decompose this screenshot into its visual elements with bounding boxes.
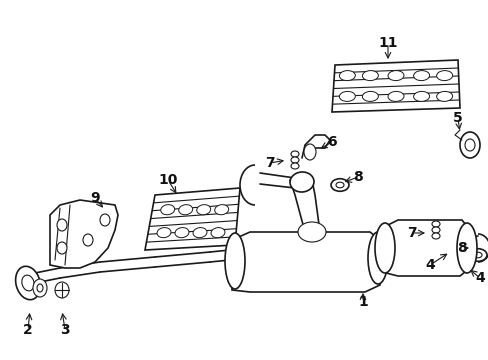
Ellipse shape <box>302 260 317 276</box>
Ellipse shape <box>305 264 333 280</box>
Ellipse shape <box>57 219 67 231</box>
Ellipse shape <box>55 282 69 298</box>
Ellipse shape <box>285 264 313 280</box>
Ellipse shape <box>16 266 41 300</box>
Ellipse shape <box>290 163 298 169</box>
Ellipse shape <box>339 71 355 81</box>
Ellipse shape <box>436 91 452 102</box>
Ellipse shape <box>387 71 403 81</box>
Ellipse shape <box>468 249 486 261</box>
Text: 7: 7 <box>407 226 416 240</box>
Ellipse shape <box>431 227 439 233</box>
Ellipse shape <box>57 242 67 254</box>
Text: 1: 1 <box>357 295 367 309</box>
Ellipse shape <box>367 232 387 284</box>
Text: 3: 3 <box>60 323 70 337</box>
Polygon shape <box>331 60 459 112</box>
Ellipse shape <box>387 91 403 102</box>
Ellipse shape <box>193 228 206 238</box>
Ellipse shape <box>289 172 313 192</box>
Ellipse shape <box>179 204 192 215</box>
Ellipse shape <box>443 237 459 253</box>
Ellipse shape <box>306 265 312 271</box>
Ellipse shape <box>161 204 174 215</box>
Ellipse shape <box>339 91 355 102</box>
Ellipse shape <box>362 71 378 81</box>
Ellipse shape <box>196 204 210 215</box>
Polygon shape <box>381 220 469 276</box>
Ellipse shape <box>297 222 325 242</box>
Ellipse shape <box>451 237 457 243</box>
Polygon shape <box>50 200 118 268</box>
Text: 4: 4 <box>424 258 434 272</box>
Ellipse shape <box>473 252 481 258</box>
Ellipse shape <box>37 284 43 292</box>
Text: 5: 5 <box>452 111 462 125</box>
Ellipse shape <box>330 179 348 191</box>
Polygon shape <box>231 232 379 292</box>
Ellipse shape <box>459 132 479 158</box>
Ellipse shape <box>22 275 34 291</box>
Polygon shape <box>145 188 240 250</box>
Text: 7: 7 <box>264 156 274 170</box>
Ellipse shape <box>157 228 171 238</box>
Ellipse shape <box>464 139 474 151</box>
Ellipse shape <box>431 221 439 227</box>
Text: 11: 11 <box>378 36 397 50</box>
Text: 4: 4 <box>474 271 484 285</box>
Ellipse shape <box>446 232 462 248</box>
Ellipse shape <box>362 91 378 102</box>
Ellipse shape <box>290 157 298 163</box>
Text: 2: 2 <box>23 323 33 337</box>
Ellipse shape <box>456 223 476 273</box>
Text: 8: 8 <box>352 170 362 184</box>
Text: 9: 9 <box>90 191 100 205</box>
Ellipse shape <box>413 71 429 81</box>
Ellipse shape <box>33 279 47 297</box>
Ellipse shape <box>304 144 315 160</box>
Ellipse shape <box>335 182 343 188</box>
Ellipse shape <box>431 233 439 239</box>
Ellipse shape <box>83 234 93 246</box>
Ellipse shape <box>290 151 298 157</box>
Text: 8: 8 <box>456 241 466 255</box>
Ellipse shape <box>211 228 224 238</box>
Ellipse shape <box>175 228 188 238</box>
Ellipse shape <box>413 91 429 102</box>
Text: 6: 6 <box>326 135 336 149</box>
Ellipse shape <box>100 214 110 226</box>
Ellipse shape <box>436 71 452 81</box>
Ellipse shape <box>214 204 228 215</box>
Ellipse shape <box>224 233 244 289</box>
Ellipse shape <box>374 223 394 273</box>
Text: 10: 10 <box>158 173 177 187</box>
